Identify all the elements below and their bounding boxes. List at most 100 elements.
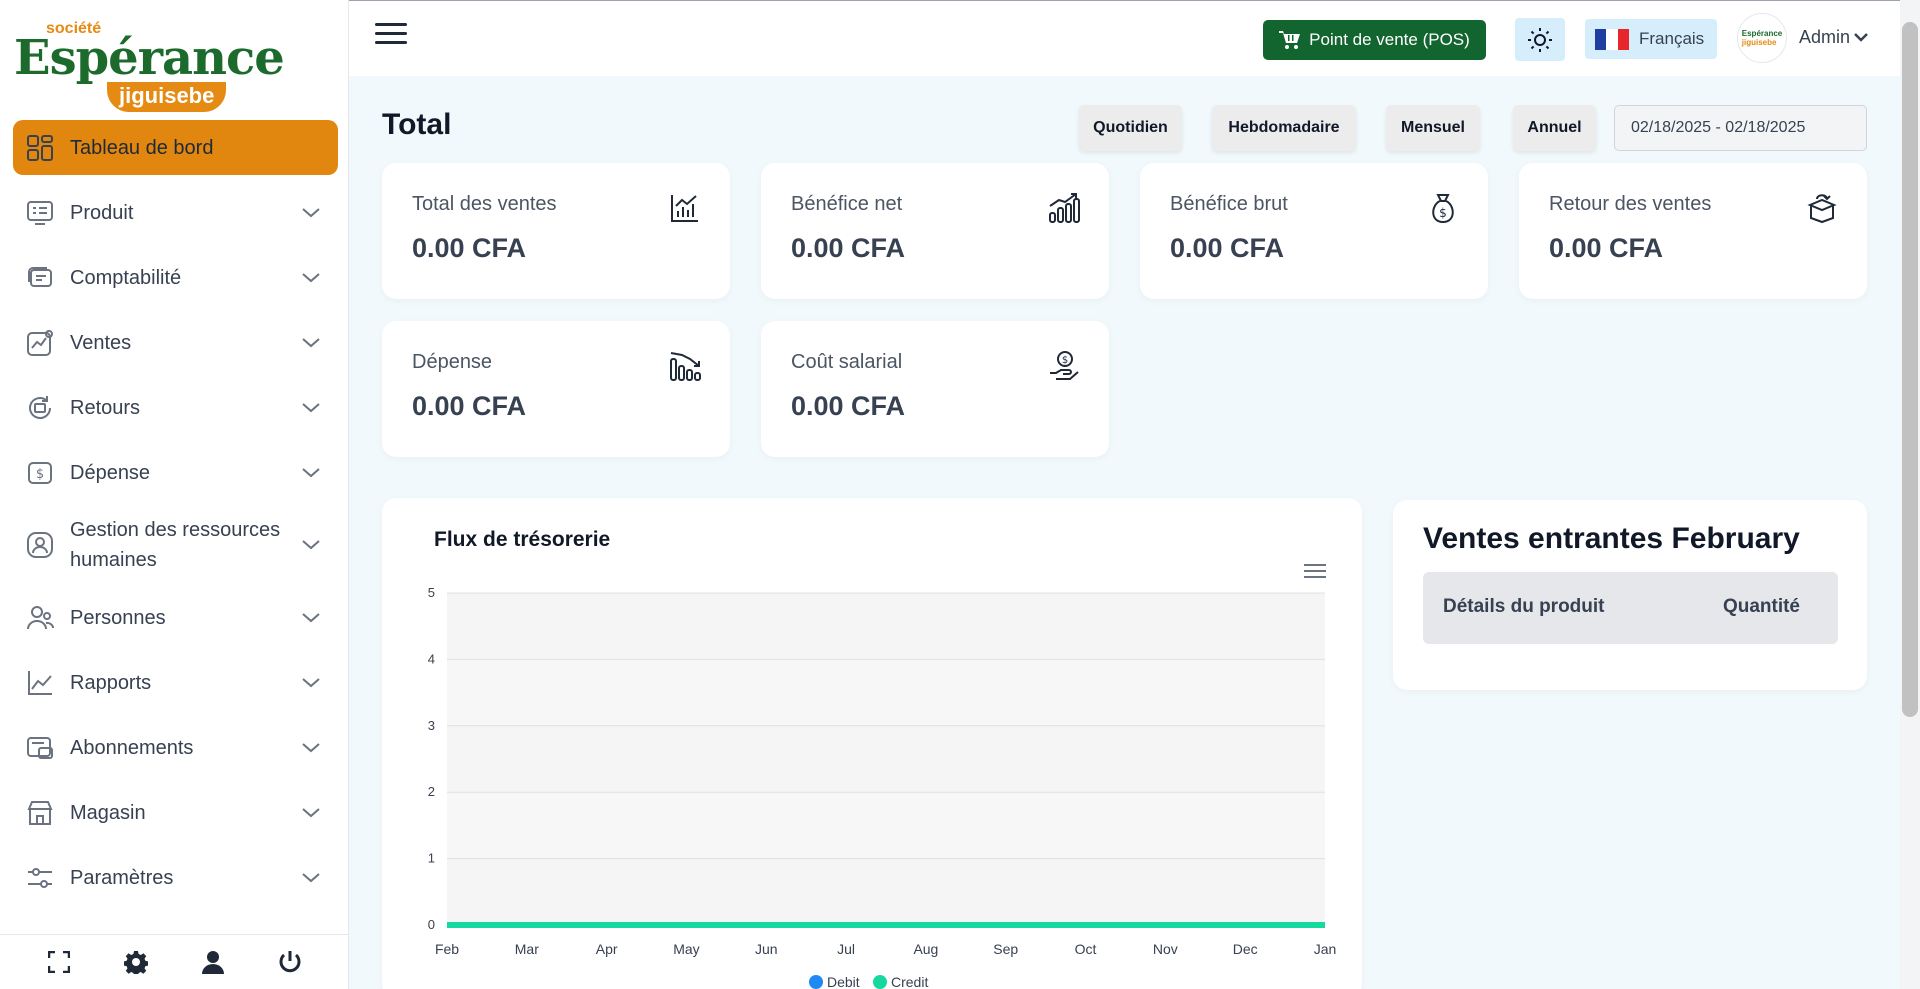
legend-label: Debit [827,974,860,989]
chart-icon [671,195,698,222]
stat-card-salary-cost: Coût salarial 0.00 CFA $ [761,321,1109,457]
pos-button[interactable]: Point de vente (POS) [1263,20,1486,60]
growth-icon [1049,193,1080,223]
page-scrollbar[interactable] [1900,0,1920,989]
sidebar-item-depense[interactable]: $ Dépense [13,440,338,505]
sidebar-item-comptabilite[interactable]: Comptabilité [13,245,338,310]
sidebar-item-rh[interactable]: Gestion des ressources humaines [13,505,338,585]
sidebar-item-produit[interactable]: Produit [13,180,338,245]
grid-band [447,725,1325,793]
chevron-down-icon [302,807,322,818]
x-tick-label: Jan [1314,941,1337,957]
y-tick-label: 2 [428,784,435,799]
stat-card-net-profit: Bénéfice net 0.00 CFA [761,163,1109,299]
stat-value: 0.00 CFA [1170,233,1285,263]
expense-icon: $ [25,458,55,488]
sidebar-item-ventes[interactable]: Ventes [13,310,338,375]
stat-value: 0.00 CFA [412,391,527,421]
sidebar-item-label: Rapports [70,671,152,694]
sidebar-item-label: Ventes [70,331,132,354]
theme-toggle-button[interactable] [1515,18,1565,61]
stat-card-sales-return: Retour des ventes 0.00 CFA [1519,163,1867,299]
logo-top-text: société [46,20,102,37]
x-tick-label: Dec [1233,941,1258,957]
power-icon[interactable] [275,947,305,977]
reports-icon [25,668,55,698]
stat-value: 0.00 CFA [791,391,906,421]
sidebar-item-label: Abonnements [70,736,194,759]
filter-weekly-button[interactable]: Hebdomadaire [1212,105,1356,151]
product-icon [25,198,55,228]
filter-monthly-button[interactable]: Mensuel [1386,105,1480,151]
page-title: Total [382,108,452,141]
chevron-down-icon [302,677,322,688]
grid-band [447,659,1325,726]
language-selector[interactable]: Français [1585,19,1717,59]
sidebar-item-label: Tableau de bord [70,136,214,159]
date-range-input[interactable]: 02/18/2025 - 02/18/2025 [1614,105,1867,151]
cart-icon [1279,31,1301,49]
filter-daily-button[interactable]: Quotidien [1079,105,1182,151]
settings-sliders-icon [25,863,55,893]
sidebar-item-abonnements[interactable]: Abonnements [13,715,338,780]
column-header-quantity: Quantité [1722,596,1800,617]
language-label: Français [1639,29,1705,48]
user-menu[interactable]: Admin [1799,27,1868,48]
sidebar-footer [0,934,349,989]
chevron-down-icon [302,402,322,413]
sidebar-item-label: Dépense [70,461,151,484]
avatar-text-a: Espérance [1741,29,1783,38]
sidebar-item-personnes[interactable]: Personnes [13,585,338,650]
y-tick-label: 1 [428,851,435,866]
stat-label: Bénéfice brut [1170,193,1288,215]
fullscreen-icon[interactable] [44,947,74,977]
chart-menu-icon[interactable] [1304,564,1326,580]
incoming-sales-table-header: Détails du produit Quantité [1423,572,1838,644]
stat-label: Total des ventes [412,193,557,215]
stat-value: 0.00 CFA [791,233,906,263]
avatar[interactable]: Espérance jiguisebe [1737,13,1787,63]
decline-icon [670,352,701,381]
sidebar-nav: Tableau de bord Produit Comptabilité Ven… [13,120,338,910]
x-tick-label: Jun [755,941,778,957]
sidebar-item-rapports[interactable]: Rapports [13,650,338,715]
logo[interactable]: société Espérance jiguisebe [12,18,285,112]
legend-marker-credit [873,975,887,989]
sales-icon [25,328,55,358]
stat-label: Bénéfice net [791,193,903,215]
x-tick-label: Mar [515,941,539,957]
sidebar-item-dashboard[interactable]: Tableau de bord [13,120,338,175]
stat-value: 0.00 CFA [1549,233,1664,263]
user-icon[interactable] [198,947,228,977]
stat-label: Retour des ventes [1549,193,1712,215]
stat-card-gross-profit: Bénéfice brut 0.00 CFA $ [1140,163,1488,299]
gear-icon[interactable] [121,947,151,977]
x-tick-label: Oct [1075,941,1097,957]
topbar: Point de vente (POS) Français Espérance j… [349,0,1900,76]
sidebar-item-parametres[interactable]: Paramètres [13,845,338,910]
sidebar-item-magasin[interactable]: Magasin [13,780,338,845]
chart-title: Flux de trésorerie [434,528,611,551]
sidebar-item-label: Paramètres [70,866,174,889]
sidebar-item-retours[interactable]: Retours [13,375,338,440]
svg-text:$: $ [36,467,44,482]
grid-band [447,792,1325,859]
column-header-product: Détails du produit [1443,596,1605,617]
chevron-down-icon [302,337,322,348]
sidebar-item-label: Magasin [70,801,146,824]
menu-toggle-icon[interactable] [375,23,407,47]
incoming-sales-title: Ventes entrantes February [1423,522,1800,555]
chevron-down-icon [302,612,322,623]
cashflow-chart-card: Flux de trésorerie 0 1 2 3 4 5 Feb Mar Apr May Jun… [382,498,1362,989]
sidebar-item-label: Gestion des ressources humaines [70,519,281,571]
filter-yearly-button[interactable]: Annuel [1513,105,1596,151]
chevron-down-icon [302,272,322,283]
sidebar-item-label: Produit [70,201,134,224]
y-tick-label: 4 [428,651,435,666]
logo-sub-text: jiguisebe [107,82,227,112]
box-return-icon [1807,194,1837,224]
y-tick-label: 5 [428,585,435,600]
scrollbar-thumb[interactable] [1902,22,1918,717]
y-tick-label: 3 [428,718,435,733]
incoming-sales-card: Ventes entrantes February Détails du pro… [1393,500,1867,690]
